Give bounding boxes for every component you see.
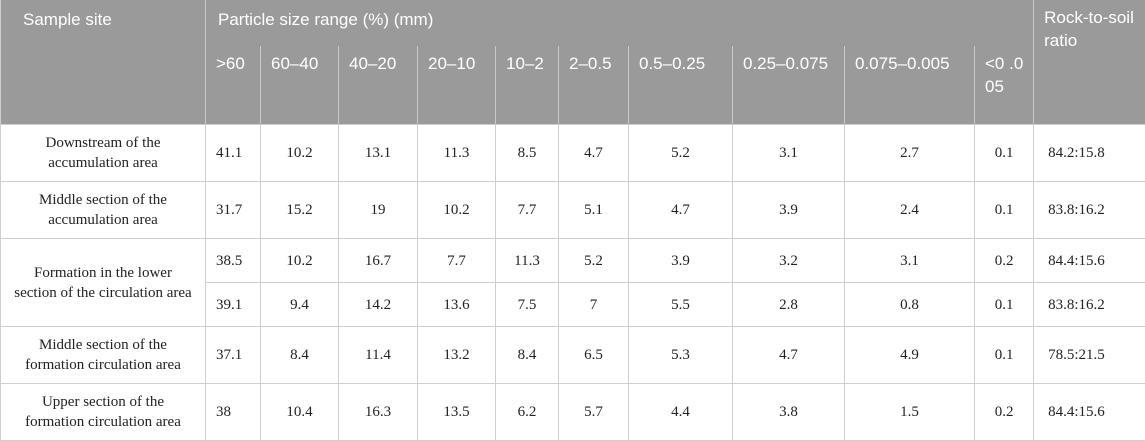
header-range: 0.25–0.075 [733, 46, 845, 125]
value-cell: 13.5 [418, 384, 496, 441]
value-cell: 0.1 [975, 182, 1034, 239]
ratio-cell: 84.4:15.6 [1034, 384, 1145, 441]
value-cell: 39.1 [206, 283, 261, 327]
sample-site-cell: Middle section of the accumulation area [1, 182, 206, 239]
value-cell: 8.4 [496, 327, 559, 384]
value-cell: 3.9 [629, 239, 733, 283]
value-cell: 5.5 [629, 283, 733, 327]
value-cell: 3.1 [845, 239, 975, 283]
value-cell: 14.2 [339, 283, 418, 327]
header-range: 20–10 [418, 46, 496, 125]
value-cell: 13.6 [418, 283, 496, 327]
value-cell: 11.4 [339, 327, 418, 384]
value-cell: 7.7 [418, 239, 496, 283]
value-cell: 11.3 [418, 125, 496, 182]
value-cell: 5.7 [559, 384, 629, 441]
value-cell: 4.7 [559, 125, 629, 182]
value-cell: 3.2 [733, 239, 845, 283]
value-cell: 10.4 [261, 384, 339, 441]
ratio-cell: 84.4:15.6 [1034, 239, 1145, 283]
value-cell: 13.2 [418, 327, 496, 384]
table-row: Middle section of the formation circulat… [1, 327, 1145, 384]
value-cell: 1.5 [845, 384, 975, 441]
value-cell: 0.2 [975, 239, 1034, 283]
value-cell: 6.2 [496, 384, 559, 441]
value-cell: 19 [339, 182, 418, 239]
table-row: Downstream of the accumulation area 41.1… [1, 125, 1145, 182]
table-row: Formation in the lower section of the ci… [1, 239, 1145, 283]
header-range: 10–2 [496, 46, 559, 125]
value-cell: 7 [559, 283, 629, 327]
value-cell: 2.8 [733, 283, 845, 327]
value-cell: 0.8 [845, 283, 975, 327]
value-cell: 10.2 [418, 182, 496, 239]
sample-site-cell: Downstream of the accumulation area [1, 125, 206, 182]
ratio-cell: 84.2:15.8 [1034, 125, 1145, 182]
value-cell: 37.1 [206, 327, 261, 384]
value-cell: 16.7 [339, 239, 418, 283]
value-cell: 6.5 [559, 327, 629, 384]
value-cell: 31.7 [206, 182, 261, 239]
table-row: Middle section of the accumulation area … [1, 182, 1145, 239]
value-cell: 11.3 [496, 239, 559, 283]
sample-site-cell: Middle section of the formation circulat… [1, 327, 206, 384]
ratio-cell: 78.5:21.5 [1034, 327, 1145, 384]
value-cell: 15.2 [261, 182, 339, 239]
value-cell: 7.5 [496, 283, 559, 327]
value-cell: 8.4 [261, 327, 339, 384]
value-cell: 0.1 [975, 327, 1034, 384]
header-range: <0 .005 [975, 46, 1034, 125]
value-cell: 13.1 [339, 125, 418, 182]
value-cell: 38.5 [206, 239, 261, 283]
header-range: 2–0.5 [559, 46, 629, 125]
value-cell: 2.4 [845, 182, 975, 239]
value-cell: 38 [206, 384, 261, 441]
value-cell: 3.1 [733, 125, 845, 182]
header-range: 0.5–0.25 [629, 46, 733, 125]
ratio-cell: 83.8:16.2 [1034, 283, 1145, 327]
value-cell: 8.5 [496, 125, 559, 182]
value-cell: 9.4 [261, 283, 339, 327]
value-cell: 0.2 [975, 384, 1034, 441]
value-cell: 10.2 [261, 239, 339, 283]
header-range: 0.075–0.005 [845, 46, 975, 125]
value-cell: 4.4 [629, 384, 733, 441]
header-row: Sample site Particle size range (%) (mm)… [1, 0, 1145, 46]
value-cell: 0.1 [975, 125, 1034, 182]
value-cell: 10.2 [261, 125, 339, 182]
header-range: 40–20 [339, 46, 418, 125]
sample-site-cell: Upper section of the formation circulati… [1, 384, 206, 441]
value-cell: 3.9 [733, 182, 845, 239]
value-cell: 4.7 [733, 327, 845, 384]
value-cell: 0.1 [975, 283, 1034, 327]
value-cell: 5.2 [559, 239, 629, 283]
value-cell: 4.7 [629, 182, 733, 239]
header-rock-to-soil-ratio: Rock-to-soil ratio [1034, 0, 1145, 125]
header-range: 60–40 [261, 46, 339, 125]
table-row: Upper section of the formation circulati… [1, 384, 1145, 441]
header-sample-site: Sample site [1, 0, 206, 125]
value-cell: 2.7 [845, 125, 975, 182]
sample-site-cell: Formation in the lower section of the ci… [1, 239, 206, 327]
value-cell: 5.1 [559, 182, 629, 239]
value-cell: 7.7 [496, 182, 559, 239]
value-cell: 5.2 [629, 125, 733, 182]
value-cell: 16.3 [339, 384, 418, 441]
value-cell: 3.8 [733, 384, 845, 441]
header-range: >60 [206, 46, 261, 125]
ratio-cell: 83.8:16.2 [1034, 182, 1145, 239]
header-particle-size-range: Particle size range (%) (mm) [206, 0, 1034, 46]
value-cell: 5.3 [629, 327, 733, 384]
value-cell: 4.9 [845, 327, 975, 384]
value-cell: 41.1 [206, 125, 261, 182]
